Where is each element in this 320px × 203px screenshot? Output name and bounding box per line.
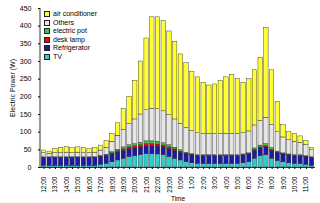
svg-text:1:00: 1:00 — [188, 176, 195, 189]
html-text:air conditioner: air conditioner — [53, 10, 97, 17]
svg-text:7:00: 7:00 — [257, 176, 264, 189]
html-text:desk lamp: desk lamp — [53, 35, 85, 43]
html-text:electric pot: electric pot — [53, 27, 87, 34]
svg-text:11:00: 11:00 — [302, 176, 309, 192]
svg-text:10:00: 10:00 — [291, 176, 298, 193]
svg-text:4:00: 4:00 — [223, 176, 230, 189]
svg-text:12:00: 12:00 — [40, 176, 47, 193]
svg-text:200: 200 — [20, 93, 32, 100]
svg-text:300: 300 — [20, 58, 32, 65]
svg-text:15:00: 15:00 — [74, 176, 81, 193]
svg-text:0: 0 — [28, 164, 32, 171]
svg-text:22:00: 22:00 — [154, 176, 161, 193]
svg-text:20:00: 20:00 — [131, 176, 138, 193]
svg-text:8:00: 8:00 — [268, 176, 275, 189]
svg-text:50: 50 — [24, 146, 32, 153]
svg-text:400: 400 — [20, 22, 32, 29]
html-text:TV: TV — [53, 52, 62, 60]
svg-text:18:00: 18:00 — [108, 176, 115, 193]
html-text:Refrigerator: Refrigerator — [53, 44, 90, 51]
svg-text:21:00: 21:00 — [143, 176, 150, 193]
svg-text:9:00: 9:00 — [280, 176, 287, 189]
svg-text:0:00: 0:00 — [177, 176, 184, 189]
svg-text:450: 450 — [20, 5, 32, 12]
svg-text:100: 100 — [20, 128, 32, 135]
svg-text:17:00: 17:00 — [97, 176, 104, 193]
svg-text:14:00: 14:00 — [63, 176, 70, 193]
svg-text:150: 150 — [20, 111, 32, 118]
svg-text:13:00: 13:00 — [51, 176, 58, 193]
svg-text:16:00: 16:00 — [86, 176, 93, 193]
svg-text:6:00: 6:00 — [245, 176, 252, 189]
svg-text:19:00: 19:00 — [120, 176, 127, 193]
svg-text:3:00: 3:00 — [211, 176, 218, 189]
svg-text:350: 350 — [20, 40, 32, 47]
svg-text:250: 250 — [20, 75, 32, 82]
svg-text:Electric Power (W): Electric Power (W) — [9, 59, 17, 117]
svg-text:5:00: 5:00 — [234, 176, 241, 189]
html-text:Others: Others — [53, 18, 74, 26]
svg-text:Time: Time — [171, 195, 186, 202]
svg-text:23:00: 23:00 — [166, 176, 173, 193]
svg-text:2:00: 2:00 — [200, 176, 207, 189]
